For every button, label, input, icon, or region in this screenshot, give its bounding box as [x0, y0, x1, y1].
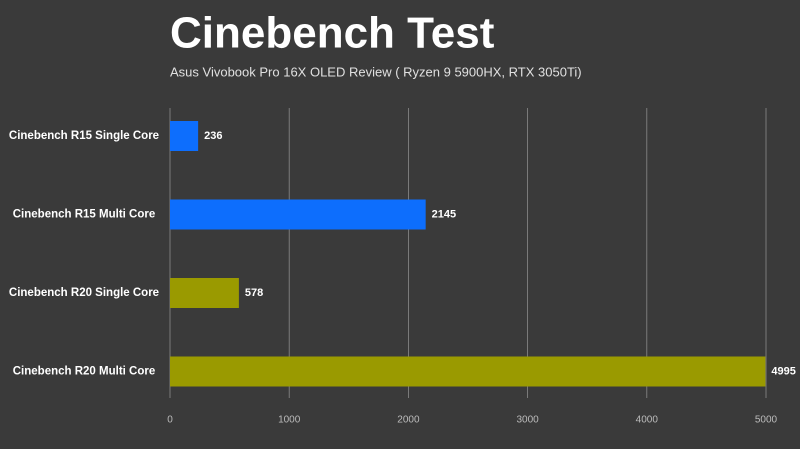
- y-tick-label: Cinebench R20 Single Core: [9, 287, 159, 299]
- y-tick-label: Cinebench R15 Multi Core: [13, 209, 156, 221]
- x-tick-label: 4000: [636, 415, 659, 426]
- y-tick-label: Cinebench R15 Single Core: [9, 130, 159, 142]
- bar: [170, 121, 199, 151]
- chart-subtitle: Asus Vivobook Pro 16X OLED Review ( Ryze…: [170, 64, 582, 79]
- x-tick-label: 0: [167, 415, 173, 426]
- value-label: 236: [204, 130, 222, 142]
- bar: [170, 356, 766, 387]
- value-label: 578: [245, 287, 263, 299]
- chart-title: Cinebench Test: [170, 9, 495, 58]
- x-tick-label: 2000: [397, 415, 420, 426]
- x-tick-label: 5000: [755, 415, 778, 426]
- value-label: 2145: [432, 208, 456, 220]
- value-label: 4995: [771, 365, 795, 377]
- x-tick-label: 1000: [278, 415, 301, 426]
- bar: [170, 278, 239, 308]
- y-tick-label: Cinebench R20 Multi Core: [13, 366, 156, 378]
- x-tick-label: 3000: [516, 415, 539, 426]
- bar: [170, 199, 426, 230]
